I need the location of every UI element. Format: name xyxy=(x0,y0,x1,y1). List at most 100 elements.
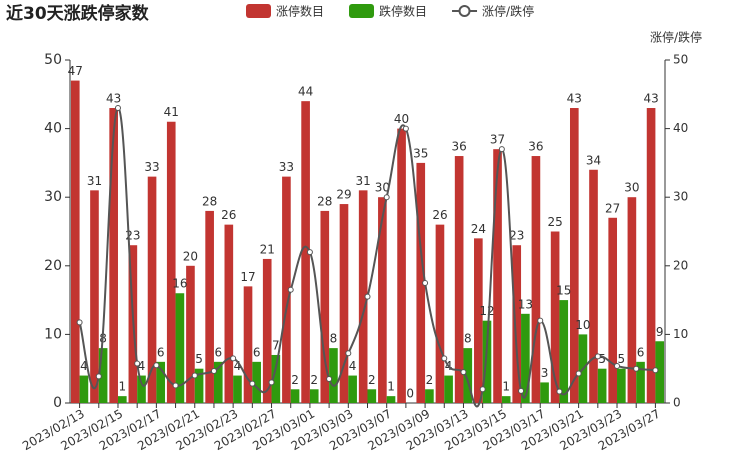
bar xyxy=(482,320,492,403)
bar xyxy=(233,375,242,403)
bar-value-label: 40 xyxy=(394,112,409,126)
bar xyxy=(290,389,300,403)
bar xyxy=(98,348,108,403)
y-tick-label: 0 xyxy=(53,395,62,411)
bar xyxy=(550,231,560,403)
bar-value-label: 17 xyxy=(240,270,255,284)
bar xyxy=(559,300,569,403)
bar xyxy=(540,382,549,403)
ratio-point xyxy=(498,146,505,153)
bar-value-label: 0 xyxy=(406,387,414,401)
bar-value-label: 41 xyxy=(164,105,179,119)
ratio-point xyxy=(575,370,582,377)
bar xyxy=(282,176,291,403)
ratio-point xyxy=(614,362,621,369)
bar xyxy=(252,361,261,403)
bar-value-label: 21 xyxy=(260,242,275,256)
bar xyxy=(147,176,157,403)
bar-value-label: 44 xyxy=(298,85,313,99)
ratio-point xyxy=(95,373,102,380)
bar xyxy=(262,258,272,403)
ratio-point xyxy=(210,367,217,374)
ratio-point xyxy=(249,380,256,387)
bar xyxy=(463,348,473,403)
bar xyxy=(175,293,185,403)
bar-value-label: 13 xyxy=(518,297,533,311)
bar-value-label: 6 xyxy=(253,345,261,359)
chart-title: 近30天涨跌停家数 xyxy=(6,3,150,24)
bar-value-label: 2 xyxy=(368,373,376,387)
bar-value-label: 8 xyxy=(330,332,338,346)
ratio-point xyxy=(556,388,563,395)
bar-value-label: 25 xyxy=(547,215,562,229)
ratio-point xyxy=(422,279,429,286)
bar xyxy=(79,375,89,403)
bar-value-label: 36 xyxy=(528,140,543,154)
bar-value-label: 9 xyxy=(656,325,664,339)
bar-value-label: 43 xyxy=(643,92,658,106)
y-tick-label: 20 xyxy=(44,258,62,274)
ratio-point xyxy=(153,362,160,369)
bar xyxy=(655,341,665,403)
bar xyxy=(309,389,319,403)
ratio-point xyxy=(364,293,371,300)
bar xyxy=(454,156,464,403)
ratio-point xyxy=(134,360,141,367)
ratio-point xyxy=(652,367,659,374)
bar-value-label: 35 xyxy=(413,146,428,160)
bar xyxy=(70,80,80,403)
legend-swatch xyxy=(246,4,271,18)
bar xyxy=(224,224,234,403)
ratio-point xyxy=(326,375,333,382)
bar xyxy=(531,156,541,403)
bar-value-label: 28 xyxy=(317,194,332,208)
bar xyxy=(501,396,511,403)
bar xyxy=(301,101,310,403)
ratio-point xyxy=(345,350,352,357)
bar-value-label: 24 xyxy=(471,222,486,236)
y2-tick-label: 30 xyxy=(673,190,688,204)
bar-value-label: 3 xyxy=(541,366,549,380)
ratio-point xyxy=(633,365,640,372)
bar-value-label: 30 xyxy=(375,181,390,195)
ratio-point xyxy=(172,382,179,389)
bar xyxy=(425,389,434,403)
bar-value-label: 1 xyxy=(118,380,126,394)
bar-value-label: 4 xyxy=(138,359,146,373)
bar xyxy=(512,245,522,403)
ratio-point xyxy=(230,355,237,362)
bar-value-label: 4 xyxy=(80,359,88,373)
bar-value-label: 31 xyxy=(87,174,102,188)
y-tick-label: 10 xyxy=(44,326,62,342)
bar-value-label: 6 xyxy=(214,345,222,359)
bar-value-label: 2 xyxy=(310,373,318,387)
ratio-point xyxy=(537,317,544,324)
bar xyxy=(597,368,607,403)
bar xyxy=(627,197,637,403)
bar xyxy=(435,224,445,403)
y2-tick-label: 10 xyxy=(673,327,688,341)
bar xyxy=(137,375,146,403)
y-tick-label: 40 xyxy=(44,121,62,137)
bar-value-label: 26 xyxy=(432,208,447,222)
bar-value-label: 27 xyxy=(605,201,620,215)
bar-value-label: 6 xyxy=(637,345,645,359)
y2-tick-label: 50 xyxy=(673,53,688,67)
bar xyxy=(271,354,281,403)
bar xyxy=(636,361,645,403)
ratio-point xyxy=(287,286,294,293)
bar xyxy=(243,286,253,403)
legend-swatch xyxy=(458,5,471,17)
ratio-point xyxy=(594,353,601,360)
bar-value-label: 26 xyxy=(221,208,236,222)
bar xyxy=(569,108,579,404)
bar xyxy=(378,197,387,403)
bar xyxy=(474,238,483,403)
bar xyxy=(493,149,502,403)
legend-label: 跌停数目 xyxy=(379,4,427,19)
bar-value-label: 30 xyxy=(624,181,639,195)
bar xyxy=(367,389,377,403)
bar xyxy=(90,190,99,403)
ratio-point xyxy=(460,369,467,376)
